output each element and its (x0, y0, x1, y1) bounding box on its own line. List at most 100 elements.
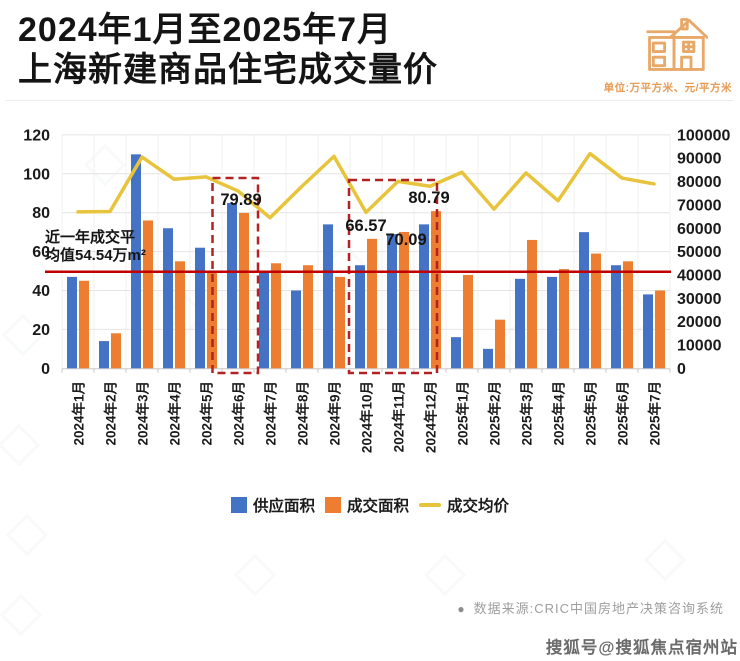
x-axis-label-2024年7月: 2024年7月 (263, 381, 279, 446)
bar-supply-2024年3月 (131, 154, 141, 369)
bar-supply-2024年6月 (227, 202, 237, 369)
bar-transaction-2025年5月 (591, 253, 601, 369)
bar-supply-2025年1月 (451, 337, 461, 369)
page-title: 2024年1月至2025年7月 上海新建商品住宅成交量价 (18, 10, 438, 90)
x-axis-label-2025年5月: 2025年5月 (583, 381, 599, 446)
right-axis-label-40000: 40000 (677, 267, 722, 284)
watermark-glyph (423, 553, 467, 597)
x-axis-label-2024年5月: 2024年5月 (199, 381, 215, 446)
right-axis-label-100000: 100000 (677, 127, 730, 144)
bar-transaction-2024年9月 (335, 276, 345, 369)
x-axis-label-2024年4月: 2024年4月 (167, 381, 183, 446)
unit-note: 单位:万平方米、元/平方米 (603, 82, 732, 94)
legend-swatch-供应面积 (230, 497, 247, 513)
left-axis-label-40: 40 (32, 283, 50, 300)
data-label-2024年11月: 70.09 (385, 231, 426, 249)
highlight-box-1 (211, 176, 260, 375)
bar-transaction-2025年1月 (463, 274, 473, 369)
legend-label: 成交面积 (346, 498, 409, 515)
bar-supply-2024年12月 (419, 224, 429, 369)
bar-transaction-2024年1月 (79, 280, 89, 369)
bar-supply-2024年10月 (355, 265, 365, 369)
bar-transaction-2024年7月 (271, 263, 281, 369)
left-axis-label-60: 60 (32, 244, 50, 261)
house-icon-svg (646, 18, 709, 71)
average-annotation-line2: 均值54.54万m² (45, 246, 146, 264)
house-icon (642, 12, 709, 76)
right-axis-label-10000: 10000 (677, 337, 722, 354)
bar-supply-2024年9月 (323, 224, 333, 369)
bar-transaction-2025年6月 (623, 261, 633, 369)
bar-supply-2024年11月 (387, 234, 397, 369)
bar-supply-2024年1月 (67, 276, 77, 369)
data-source: ● 数据来源:CRIC中国房地产决策咨询系统 (457, 598, 724, 617)
x-axis-label-2025年6月: 2025年6月 (615, 381, 631, 446)
watermark-glyph (5, 513, 49, 557)
left-axis-label-80: 80 (32, 205, 50, 222)
right-axis-label-0: 0 (677, 361, 686, 378)
x-axis-label-2024年6月: 2024年6月 (231, 381, 247, 446)
left-axis-label-0: 0 (41, 361, 50, 378)
bar-transaction-2025年3月 (527, 239, 537, 369)
bar-supply-2024年7月 (259, 272, 269, 369)
left-axis-label-20: 20 (32, 322, 50, 339)
right-axis-label-20000: 20000 (677, 314, 722, 331)
bar-supply-2024年8月 (291, 290, 301, 369)
bar-supply-2025年2月 (483, 348, 493, 369)
bar-transaction-2024年10月 (367, 238, 377, 369)
x-axis-label-2024年11月: 2024年11月 (391, 381, 407, 452)
bar-transaction-2025年7月 (655, 290, 665, 369)
bar-transaction-2024年3月 (143, 220, 153, 369)
x-axis-label-2025年4月: 2025年4月 (551, 381, 567, 446)
legend-item-供应面积: 供应面积 (230, 494, 315, 516)
highlight-box-2 (347, 178, 439, 375)
bullet-icon: ● (457, 602, 466, 616)
legend-label: 成交均价 (447, 498, 510, 515)
data-source-text: 数据来源:CRIC中国房地产决策咨询系统 (473, 601, 724, 616)
right-axis-label-50000: 50000 (677, 244, 722, 261)
data-label-2024年10月: 66.57 (345, 217, 386, 235)
bar-transaction-2024年8月 (303, 265, 313, 369)
data-label-2024年6月: 79.89 (220, 191, 261, 209)
bar-supply-2024年2月 (99, 341, 109, 369)
legend-swatch-成交均价 (419, 503, 441, 507)
bar-transaction-2025年4月 (559, 269, 569, 369)
average-annotation-line1: 近一年成交平 (45, 228, 135, 246)
x-axis-label-2024年3月: 2024年3月 (135, 381, 151, 446)
right-axis-label-60000: 60000 (677, 221, 722, 238)
left-axis-label-100: 100 (23, 166, 50, 183)
bar-transaction-2025年2月 (495, 319, 505, 369)
chart-legend: 供应面积 成交面积 成交均价 (0, 494, 740, 516)
bar-transaction-2024年4月 (175, 261, 185, 369)
x-axis-label-2025年3月: 2025年3月 (519, 381, 535, 446)
watermark-glyph (233, 553, 277, 597)
title-line-1: 2024年1月至2025年7月 (18, 11, 393, 49)
x-axis-label-2024年12月: 2024年12月 (423, 381, 439, 453)
x-axis-label-2024年10月: 2024年10月 (359, 381, 375, 453)
title-divider (6, 100, 734, 101)
bar-supply-2025年6月 (611, 265, 621, 369)
sohu-watermark: 搜狐号@搜狐焦点宿州站 (545, 639, 738, 657)
x-axis-label-2024年9月: 2024年9月 (327, 381, 343, 446)
left-axis-label-120: 120 (23, 127, 50, 144)
bar-transaction-2024年2月 (111, 333, 121, 369)
price-line (76, 151, 656, 220)
right-axis-label-30000: 30000 (677, 291, 722, 308)
bar-supply-2024年4月 (163, 228, 173, 369)
data-label-2024年12月: 80.79 (408, 189, 449, 207)
watermark-glyph (643, 538, 687, 582)
legend-item-成交面积: 成交面积 (324, 494, 409, 516)
bar-supply-2025年3月 (515, 278, 525, 369)
right-axis-label-80000: 80000 (677, 174, 722, 191)
right-axis-label-70000: 70000 (677, 197, 722, 214)
x-axis-label-2025年1月: 2025年1月 (455, 381, 471, 446)
x-axis-label-2024年2月: 2024年2月 (103, 381, 119, 446)
legend-swatch-成交面积 (324, 497, 341, 513)
x-axis-label-2024年8月: 2024年8月 (295, 381, 311, 446)
bar-transaction-2024年11月 (399, 231, 409, 369)
legend-item-成交均价: 成交均价 (419, 494, 509, 516)
bar-supply-2024年5月 (195, 247, 205, 369)
bar-supply-2025年7月 (643, 294, 653, 369)
